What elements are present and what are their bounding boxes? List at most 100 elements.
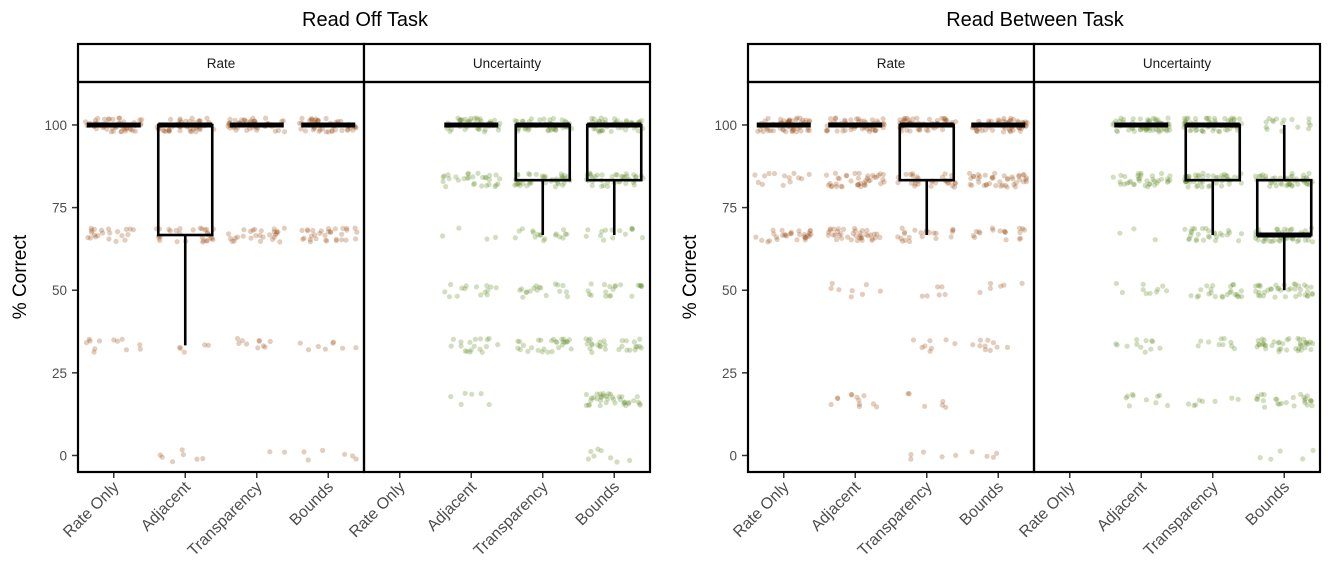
data-point (586, 402, 592, 408)
data-point (1263, 173, 1269, 179)
data-point (789, 128, 795, 134)
data-point (901, 231, 908, 237)
data-point (519, 226, 526, 232)
data-point (520, 342, 527, 348)
data-point (1212, 398, 1218, 404)
data-point (113, 238, 119, 244)
data-point (317, 127, 323, 133)
facet-strip (362, 42, 652, 84)
data-point (1275, 401, 1281, 407)
x-tick-label: Bounds (957, 479, 1007, 529)
data-point (1023, 178, 1029, 185)
data-point (86, 336, 92, 342)
data-point (492, 183, 498, 190)
data-point (515, 180, 522, 187)
data-point (589, 341, 595, 347)
data-point (1263, 124, 1269, 130)
data-point (881, 179, 887, 185)
data-point (1138, 172, 1144, 178)
data-point (117, 115, 123, 121)
data-point (1231, 346, 1238, 352)
data-point (1289, 226, 1295, 232)
data-point (771, 170, 778, 177)
data-point (597, 339, 603, 345)
data-point (805, 127, 811, 133)
data-point (1219, 232, 1225, 238)
data-point (181, 349, 187, 355)
data-point (1143, 126, 1149, 132)
data-point (836, 287, 842, 293)
data-point (550, 115, 557, 122)
data-point (627, 347, 633, 353)
data-point (975, 171, 982, 178)
data-point (638, 283, 644, 289)
data-point (1135, 171, 1141, 177)
data-point (308, 233, 315, 239)
chart-read-between: Read Between Task % Correct 0 25 50 75 100 Rate… (680, 9, 1322, 560)
data-point (602, 227, 609, 233)
data-point (462, 348, 468, 354)
data-point (1208, 290, 1214, 296)
data-point (1186, 174, 1192, 180)
data-point (607, 283, 613, 290)
data-point (458, 339, 464, 345)
data-point (622, 399, 628, 406)
data-point (990, 454, 997, 460)
data-point (1218, 336, 1224, 342)
data-point (440, 174, 446, 180)
data-point (1305, 237, 1311, 243)
data-point (1256, 289, 1262, 295)
data-point (623, 180, 629, 186)
data-point (1194, 127, 1200, 133)
data-point (1010, 176, 1016, 182)
data-point (527, 288, 533, 294)
data-point (340, 225, 346, 231)
facet-strip-label: Rate (207, 56, 236, 71)
data-point (525, 127, 531, 133)
data-point (1273, 396, 1279, 402)
data-point (1262, 289, 1268, 295)
data-point (461, 176, 467, 182)
data-point (1005, 176, 1011, 182)
data-point (982, 347, 989, 353)
x-tick-label: Transparency (471, 479, 552, 560)
data-point (1182, 226, 1188, 232)
data-point (601, 338, 607, 344)
data-point (517, 339, 523, 345)
data-point (1305, 289, 1311, 295)
data-point (912, 227, 918, 233)
data-point (443, 184, 449, 190)
data-point (467, 339, 473, 345)
data-point (468, 116, 474, 122)
data-point (177, 117, 183, 124)
data-point (559, 173, 565, 179)
data-point (123, 347, 129, 353)
data-point (1288, 227, 1294, 233)
data-point (586, 291, 593, 297)
data-point (1269, 238, 1275, 245)
data-point (542, 236, 548, 242)
data-point (137, 117, 143, 123)
data-point (986, 181, 993, 187)
data-point (830, 232, 836, 238)
data-point (203, 238, 209, 244)
data-point (998, 283, 1004, 289)
data-point (1290, 394, 1296, 401)
data-point (177, 345, 183, 351)
data-point (793, 129, 800, 135)
data-point (970, 173, 977, 179)
data-point (1300, 172, 1306, 178)
data-point (1304, 402, 1310, 408)
data-point (1200, 129, 1207, 135)
data-point (1289, 173, 1295, 179)
data-point (1154, 180, 1160, 186)
data-point (594, 172, 601, 178)
data-point (1217, 230, 1223, 236)
data-point (922, 343, 928, 349)
data-point (1263, 346, 1269, 352)
data-point (1257, 293, 1263, 299)
data-point (1236, 294, 1242, 300)
data-point (1114, 129, 1121, 135)
data-point (877, 288, 884, 294)
